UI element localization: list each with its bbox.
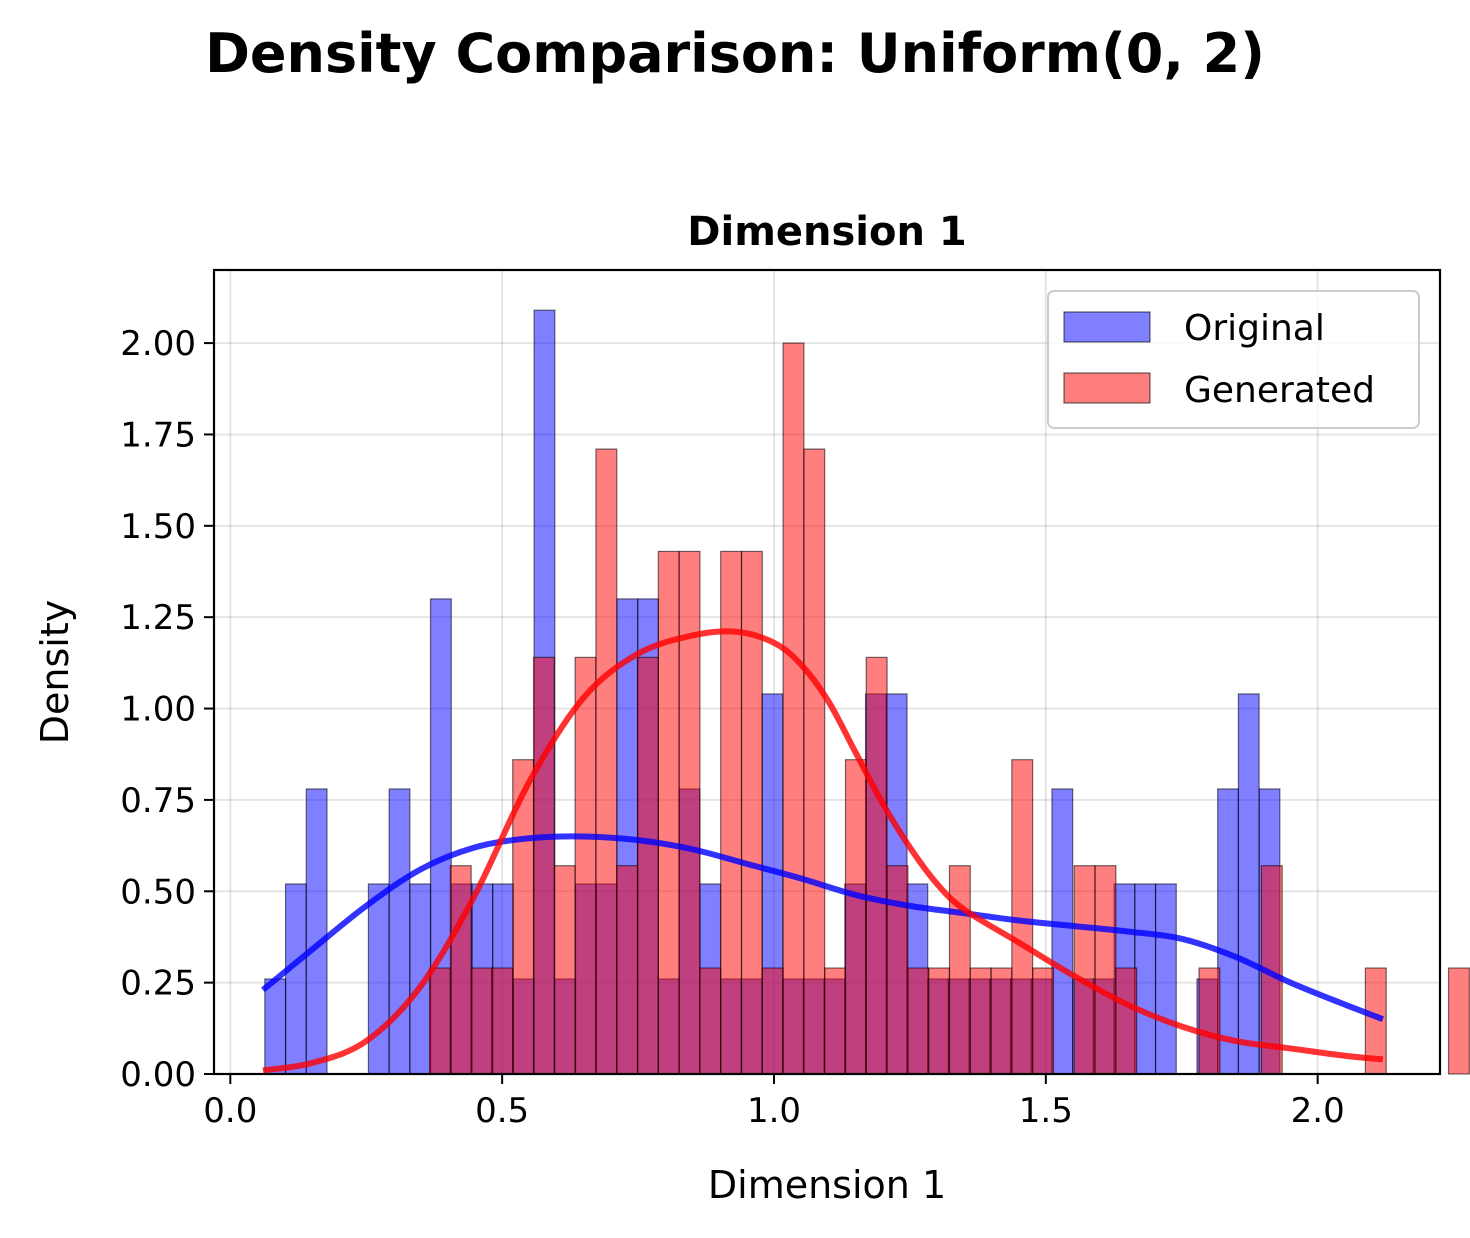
bar-generated-20 — [844, 759, 867, 1075]
y-axis-label: Density — [33, 600, 77, 744]
bar-generated-18 — [803, 448, 826, 1075]
bar-generated-2 — [470, 967, 493, 1075]
kde-line-generated — [262, 628, 1384, 1074]
bar-generated-0 — [428, 967, 451, 1075]
plot-frame — [212, 268, 1442, 1076]
y-tick-label-1: 0.25 — [120, 964, 196, 1004]
bar-generated-9 — [616, 865, 639, 1075]
y-tick-label-0: 0.00 — [120, 1055, 196, 1095]
y-tick-label-4: 1.00 — [120, 690, 196, 730]
bar-generated-33 — [1115, 967, 1138, 1075]
legend-swatch-generated — [1063, 372, 1151, 404]
bar-original-1 — [284, 883, 307, 1075]
y-tick-label-8: 2.00 — [120, 324, 196, 364]
kde-line-original — [261, 833, 1384, 1022]
legend-label-original: Original — [1184, 308, 1325, 349]
bar-original-38 — [1051, 788, 1074, 1075]
legend: Original Generated — [1047, 290, 1420, 429]
bar-generated-24 — [928, 967, 951, 1075]
bar-generated-23 — [907, 967, 930, 1075]
bar-generated-27 — [990, 967, 1013, 1075]
bar-generated-6 — [553, 865, 576, 1075]
bar-generated-17 — [782, 342, 805, 1075]
y-tick-label-3: 0.75 — [120, 781, 196, 821]
figure-title: Density Comparison: Uniform(0, 2) — [205, 22, 1265, 85]
bar-generated-31 — [1073, 865, 1096, 1075]
bar-original-46 — [1217, 788, 1240, 1075]
x-tick-label-3: 1.5 — [1019, 1091, 1073, 1131]
x-tick-label-4: 2.0 — [1291, 1091, 1345, 1131]
x-tick-label-2: 1.0 — [747, 1091, 801, 1131]
legend-label-generated: Generated — [1184, 370, 1375, 411]
bar-generated-49 — [1447, 967, 1470, 1075]
bars-generated — [428, 342, 1470, 1075]
bar-generated-37 — [1198, 967, 1221, 1075]
bar-original-42 — [1134, 883, 1157, 1075]
y-tick-label-2: 0.50 — [120, 872, 196, 912]
bar-generated-22 — [886, 865, 909, 1075]
y-tick-label-7: 1.75 — [120, 415, 196, 455]
legend-swatch-original — [1063, 311, 1151, 343]
bar-generated-13 — [699, 967, 722, 1075]
bar-original-5 — [367, 883, 390, 1075]
kde-layer — [261, 628, 1384, 1074]
bar-generated-3 — [491, 967, 514, 1075]
bar-generated-8 — [595, 448, 618, 1075]
bar-generated-32 — [1094, 865, 1117, 1075]
bar-generated-5 — [532, 656, 555, 1075]
bar-generated-26 — [969, 967, 992, 1075]
bar-generated-15 — [740, 550, 763, 1075]
bar-generated-10 — [636, 656, 659, 1075]
bar-generated-28 — [1011, 759, 1034, 1075]
bar-original-2 — [305, 788, 328, 1075]
x-tick-label-0: 0.0 — [203, 1091, 257, 1131]
bar-generated-7 — [574, 656, 597, 1075]
x-tick-label-1: 0.5 — [475, 1091, 529, 1131]
bar-generated-21 — [865, 656, 888, 1075]
bar-original-6 — [388, 788, 411, 1075]
bar-generated-11 — [657, 550, 680, 1075]
bar-generated-29 — [1032, 967, 1055, 1075]
bar-generated-16 — [761, 967, 784, 1075]
bar-original-43 — [1154, 883, 1177, 1075]
y-tick-label-6: 1.50 — [120, 507, 196, 547]
bar-generated-19 — [824, 967, 847, 1075]
x-axis: 0.0 0.5 1.0 1.5 2.0 — [203, 1074, 1345, 1131]
bar-generated-12 — [678, 550, 701, 1075]
bar-generated-1 — [449, 865, 472, 1075]
bar-original-47 — [1237, 693, 1260, 1075]
plot-title: Dimension 1 — [687, 209, 966, 255]
bar-original-0 — [264, 978, 287, 1075]
y-axis: 0.00 0.25 0.50 0.75 1.00 1.25 1.50 1.75 2.00 — [120, 324, 214, 1095]
y-tick-label-5: 1.25 — [120, 598, 196, 638]
x-axis-label: Dimension 1 — [708, 1163, 946, 1207]
